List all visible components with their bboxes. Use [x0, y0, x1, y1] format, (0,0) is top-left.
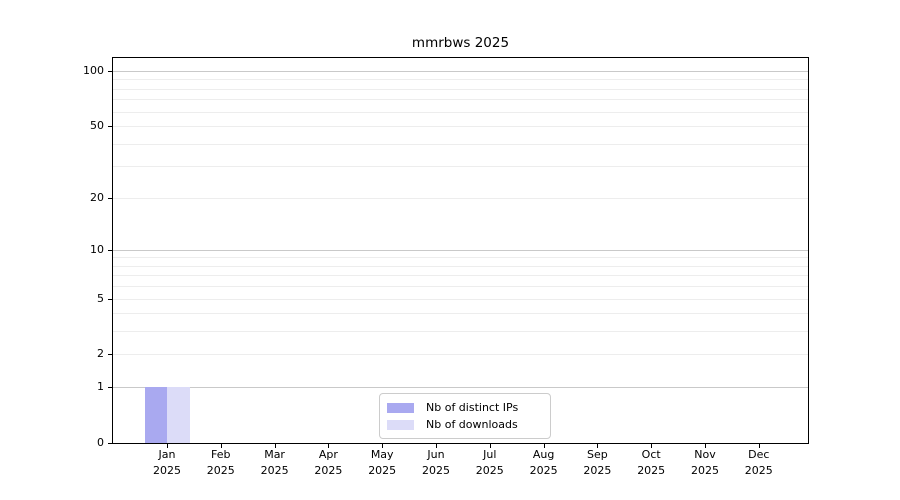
x-tick-mark: [597, 444, 599, 448]
plot-area: Nb of distinct IPs Nb of downloads: [112, 57, 809, 444]
x-tick-mark: [274, 444, 276, 448]
minor-gridline: [113, 166, 808, 168]
major-gridline: [113, 249, 808, 251]
minor-gridline: [113, 298, 808, 300]
minor-gridline: [113, 143, 808, 145]
x-tick-mark: [651, 444, 653, 448]
x-tick-label: Dec 2025: [744, 448, 773, 477]
minor-gridline: [113, 257, 808, 259]
legend-item-downloads: Nb of downloads: [380, 416, 550, 433]
y-tick-mark: [108, 443, 112, 444]
x-tick-mark: [705, 444, 706, 448]
y-tick-label: 2: [97, 347, 104, 361]
x-tick-label: Jul 2025: [475, 448, 504, 477]
y-tick-label: 100: [83, 64, 104, 77]
y-tick-label: 1: [97, 380, 104, 394]
legend-label-distinct-ips: Nb of distinct IPs: [426, 401, 519, 414]
legend-label-downloads: Nb of downloads: [426, 418, 518, 431]
minor-gridline: [113, 275, 808, 277]
legend-item-distinct-ips: Nb of distinct IPs: [380, 399, 550, 416]
minor-gridline: [113, 313, 808, 315]
x-tick-label: Aug 2025: [529, 448, 558, 477]
minor-gridline: [113, 99, 808, 101]
y-tick-label: 0: [97, 436, 104, 449]
x-tick-label: Apr 2025: [314, 448, 343, 477]
minor-gridline: [113, 354, 808, 356]
minor-gridline: [113, 111, 808, 113]
legend-swatch-distinct-ips-icon: [387, 402, 414, 413]
y-tick-label: 20: [90, 190, 104, 204]
x-tick-label: Mar 2025: [260, 448, 289, 477]
y-tick-mark: [108, 126, 112, 128]
x-tick-mark: [382, 444, 384, 448]
x-tick-label: Jan 2025: [153, 448, 181, 477]
minor-gridline: [113, 286, 808, 288]
bar-nb-of-distinct-ips: [144, 387, 167, 443]
x-tick-label: Sep 2025: [583, 448, 612, 477]
x-tick-mark: [758, 444, 760, 448]
minor-gridline: [113, 126, 808, 128]
x-tick-mark: [167, 444, 168, 448]
minor-gridline: [113, 79, 808, 81]
y-tick-label: 50: [90, 119, 104, 133]
chart-title: mmrbws 2025: [411, 35, 510, 51]
legend: Nb of distinct IPs Nb of downloads: [379, 393, 551, 439]
minor-gridline: [113, 197, 808, 199]
y-tick-mark: [108, 197, 112, 199]
minor-gridline: [113, 331, 808, 333]
x-tick-mark: [489, 444, 491, 448]
bar-nb-of-downloads: [167, 387, 190, 443]
x-tick-label: Oct 2025: [637, 448, 666, 477]
y-tick-mark: [108, 387, 112, 389]
y-tick-mark: [108, 71, 112, 72]
x-tick-label: Feb 2025: [206, 448, 235, 477]
x-tick-label: May 2025: [368, 448, 397, 477]
y-tick-mark: [108, 249, 112, 251]
x-tick-mark: [543, 444, 545, 448]
x-tick-mark: [328, 444, 330, 448]
legend-swatch-downloads-icon: [387, 419, 414, 430]
x-tick-mark: [436, 444, 437, 448]
x-tick-label: Nov 2025: [691, 448, 719, 477]
major-gridline: [113, 71, 808, 72]
y-tick-label: 10: [90, 242, 104, 256]
x-tick-label: Jun 2025: [422, 448, 450, 477]
minor-gridline: [113, 265, 808, 267]
x-tick-mark: [220, 444, 222, 448]
y-tick-mark: [108, 354, 112, 356]
y-tick-mark: [108, 298, 112, 300]
major-gridline: [113, 387, 808, 389]
minor-gridline: [113, 88, 808, 90]
y-tick-label: 5: [97, 291, 104, 305]
